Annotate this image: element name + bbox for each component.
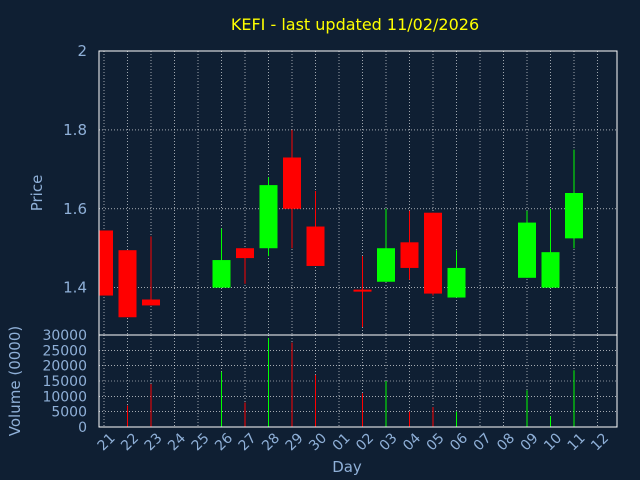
volume-axis-label: Volume (0000) (6, 326, 24, 436)
candle (447, 250, 466, 298)
volume-tick-label: 25000 (42, 343, 87, 359)
x-tick-label: 22 (118, 430, 142, 454)
candle-body (306, 226, 325, 266)
x-tick-label: 03 (377, 430, 401, 454)
volume-tick-label: 20000 (42, 359, 87, 375)
volume-tick-label: 5000 (51, 405, 87, 421)
x-tick-label: 05 (424, 430, 448, 454)
candle-body (565, 193, 583, 239)
candle (353, 256, 372, 328)
volume-bars (127, 338, 575, 427)
x-tick-label: 24 (165, 430, 189, 454)
candle (283, 129, 301, 249)
candle-body (518, 222, 536, 278)
x-tick-label: 29 (283, 430, 307, 454)
x-tick-label: 28 (259, 430, 283, 454)
x-tick-label: 26 (212, 430, 236, 454)
candle (424, 212, 442, 296)
volume-grid (99, 334, 617, 428)
candle-body (259, 185, 278, 249)
volume-tick-label: 30000 (42, 328, 87, 344)
x-axis-label: Day (332, 458, 362, 476)
price-tick-label: 1.4 (63, 279, 87, 297)
price-panel-frame (98, 50, 618, 336)
x-tick-label: 10 (541, 430, 565, 454)
chart-title: KEFI - last updated 11/02/2026 (231, 15, 479, 34)
volume-panel-frame (98, 334, 618, 428)
volume-tick-label: 10000 (42, 389, 87, 405)
x-tick-label: 02 (353, 430, 377, 454)
x-tick-label: 04 (400, 430, 424, 454)
candle-body (447, 267, 466, 298)
candle (377, 208, 395, 282)
x-tick-label: 09 (518, 430, 542, 454)
candle-body (118, 250, 137, 318)
candle (236, 248, 254, 284)
x-tick-label: 11 (565, 430, 589, 454)
price-axis-label: Price (28, 175, 46, 212)
x-tick-label: 01 (330, 430, 354, 454)
x-tick-label: 21 (95, 430, 119, 454)
candle (400, 210, 419, 280)
candle-body (424, 212, 442, 294)
candle (118, 250, 137, 318)
x-tick-label: 07 (471, 430, 495, 454)
volume-tick-label: 15000 (42, 374, 87, 390)
x-tick-label: 06 (447, 430, 471, 454)
candle-body (142, 299, 160, 306)
candle-body (283, 157, 301, 209)
volume-tick-label: 0 (78, 420, 87, 436)
price-tick-label: 1.6 (63, 200, 87, 218)
x-tick-labels: 21 22 23 24 25 26 27 28 29 30 01 02 03 04 05 06 07 08 09 10… (95, 430, 612, 454)
candle-body (400, 242, 419, 268)
candle (99, 230, 113, 296)
price-grid (99, 50, 617, 335)
candle (565, 149, 583, 249)
candle-body (377, 248, 395, 282)
candle-body (236, 248, 254, 259)
price-tick-label: 2 (77, 42, 87, 60)
candle (306, 191, 325, 266)
candle (541, 208, 560, 288)
candle-body (212, 260, 231, 288)
candle (212, 228, 231, 288)
candle-body (541, 252, 560, 288)
x-tick-label: 27 (236, 430, 260, 454)
x-tick-label: 30 (306, 430, 330, 454)
candle (259, 177, 278, 257)
candle (518, 210, 536, 278)
x-tick-label: 23 (142, 430, 166, 454)
x-tick-label: 08 (494, 430, 518, 454)
candles (99, 129, 583, 328)
price-tick-labels: 1.4 1.6 1.8 2 (63, 42, 87, 297)
candle (142, 236, 160, 306)
x-tick-label: 12 (588, 430, 612, 454)
candle-body (353, 289, 372, 292)
candle-body (99, 230, 113, 296)
price-tick-label: 1.8 (63, 121, 87, 139)
x-tick-label: 25 (189, 430, 213, 454)
